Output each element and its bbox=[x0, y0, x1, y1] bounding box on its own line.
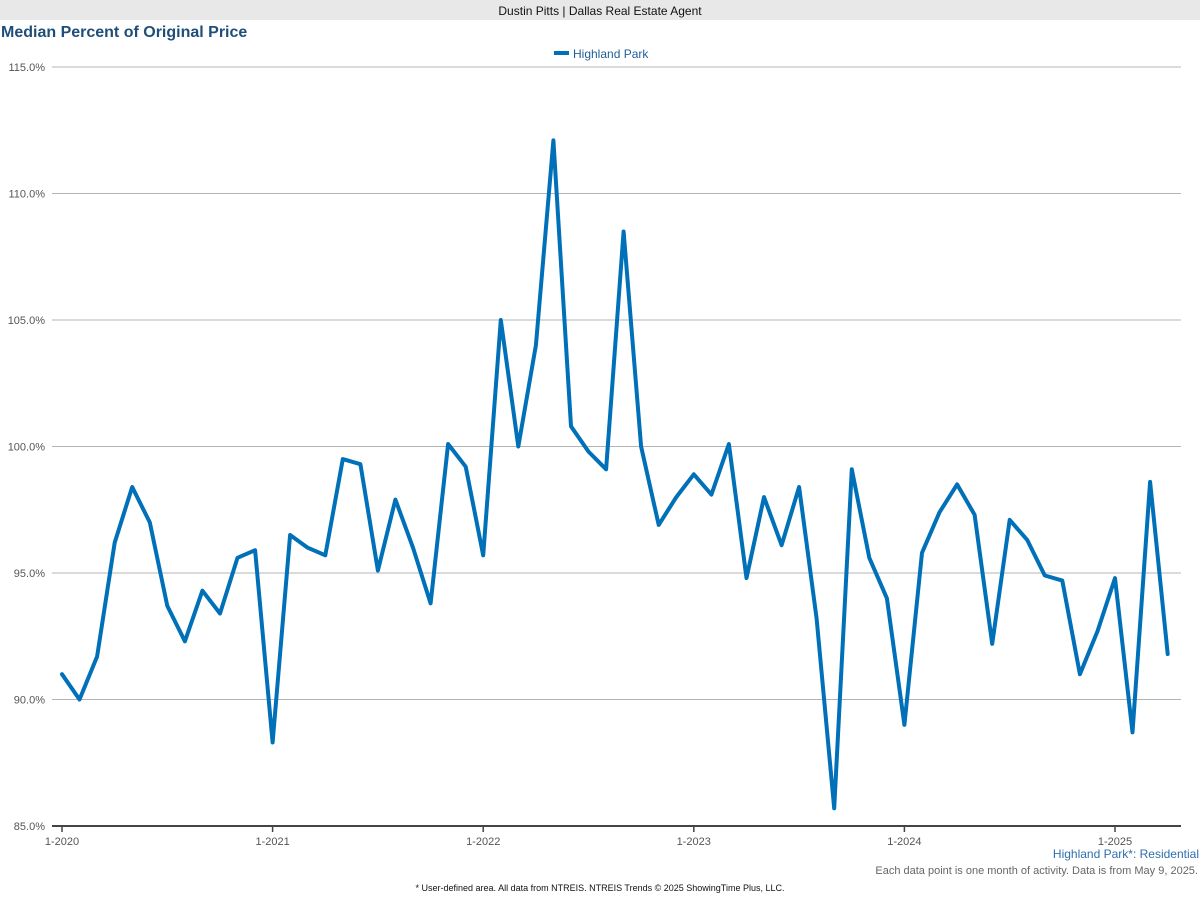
y-tick-label: 105.0% bbox=[8, 315, 46, 327]
y-tick-label: 85.0% bbox=[14, 821, 45, 833]
area-label: Highland Park*: Residential bbox=[1052, 847, 1199, 861]
legend: Highland Park bbox=[554, 47, 649, 61]
y-tick-labels: 85.0% 90.0% 95.0% 100.0% 105.0% 110.0% 115.0% bbox=[8, 62, 46, 833]
y-tick-label: 115.0% bbox=[9, 62, 46, 74]
x-tick-labels: 1-2020 1-2021 1-2022 1-2023 1-2024 1-2025 bbox=[45, 836, 1132, 848]
x-tick-label: 1-2025 bbox=[1098, 836, 1132, 848]
chart-title: Median Percent of Original Price bbox=[1, 24, 248, 41]
agent-banner: Dustin Pitts | Dallas Real Estate Agent bbox=[0, 0, 1200, 20]
y-tick-label: 90.0% bbox=[14, 695, 45, 707]
x-tick-label: 1-2022 bbox=[466, 836, 500, 848]
x-axis bbox=[52, 825, 1181, 832]
x-tick-label: 1-2020 bbox=[45, 836, 79, 848]
x-tick-label: 1-2023 bbox=[677, 836, 711, 848]
x-tick-label: 1-2021 bbox=[255, 836, 289, 848]
series-lines bbox=[60, 138, 1170, 811]
series-line-highland-park bbox=[60, 138, 1170, 811]
y-tick-label: 100.0% bbox=[8, 442, 46, 454]
legend-label: Highland Park bbox=[573, 47, 649, 61]
y-tick-label: 95.0% bbox=[14, 568, 45, 580]
y-tick-label: 110.0% bbox=[9, 189, 46, 201]
data-note: Each data point is one month of activity… bbox=[875, 865, 1198, 877]
x-tick-label: 1-2024 bbox=[887, 836, 921, 848]
source-note: * User-defined area. All data from NTREI… bbox=[415, 883, 785, 893]
